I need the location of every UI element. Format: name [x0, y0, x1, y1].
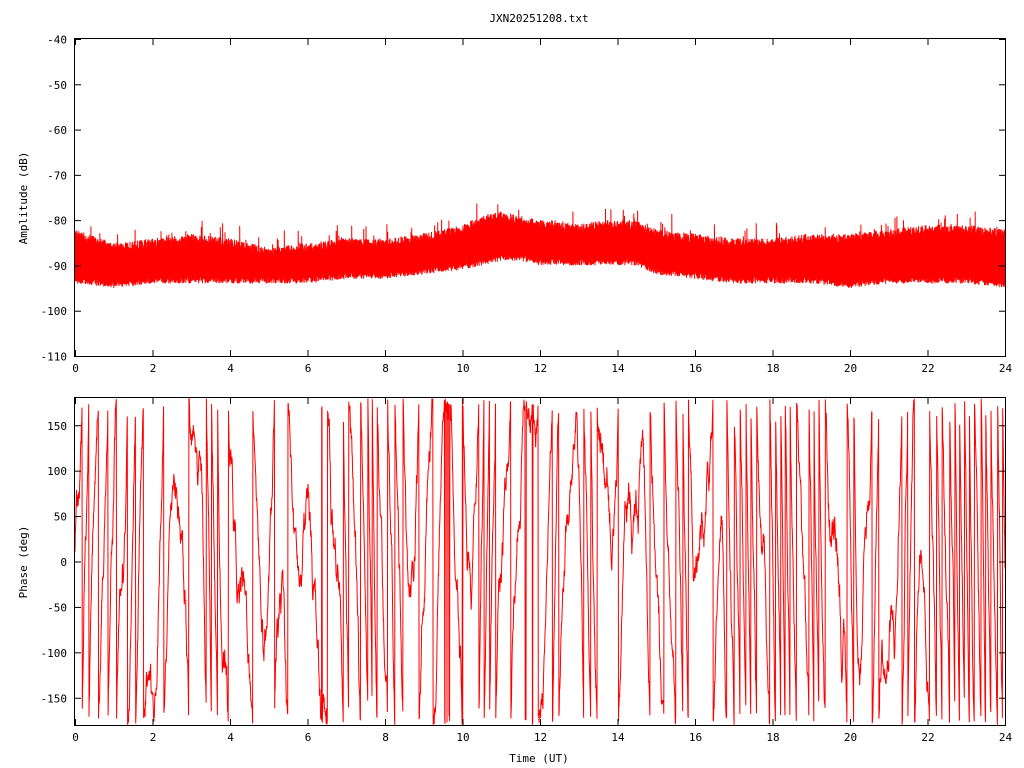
phase-x-tick-label: 24 [999, 731, 1013, 744]
phase-x-tick-label: 18 [766, 731, 779, 744]
amplitude-x-tick-label: 4 [227, 362, 234, 375]
phase-ticks: 0 2 4 6 8 10 12 14 16 18 20 22 24150100500-50-100-15… [41, 398, 1013, 744]
amplitude-y-tick-label: -40 [47, 34, 67, 47]
amplitude-x-tick-label: 12 [534, 362, 547, 375]
amplitude-x-tick-label: 6 [305, 362, 312, 375]
phase-y-tick-label: -50 [47, 601, 67, 614]
phase-x-tick-label: 10 [456, 731, 469, 744]
phase-x-tick-label: 16 [689, 731, 702, 744]
amplitude-x-tick-label: 20 [844, 362, 857, 375]
phase-x-tick-label: 8 [382, 731, 389, 744]
amplitude-x-tick-label: 18 [766, 362, 779, 375]
phase-x-tick-label: 4 [227, 731, 234, 744]
time-x-label: Time (UT) [509, 752, 569, 765]
amplitude-x-tick-label: 16 [689, 362, 702, 375]
phase-y-tick-label: 150 [47, 420, 67, 433]
phase-series-line [74, 397, 1006, 725]
amplitude-x-tick-label: 0 [72, 362, 79, 375]
amplitude-x-tick-label: 22 [921, 362, 934, 375]
phase-frame [74, 397, 1006, 726]
phase-y-tick-label: 50 [54, 511, 67, 524]
amplitude-x-tick-label: 14 [611, 362, 625, 375]
phase-x-tick-label: 20 [844, 731, 857, 744]
phase-x-tick-label: 0 [72, 731, 79, 744]
amplitude-y-label: Amplitude (dB) [17, 152, 30, 245]
phase-x-tick-label: 22 [921, 731, 934, 744]
amplitude-series-line [74, 203, 1006, 289]
amplitude-y-tick-label: -90 [47, 260, 67, 273]
amplitude-x-tick-label: 8 [382, 362, 389, 375]
phase-x-tick-label: 2 [150, 731, 157, 744]
chart-title: JXN20251208.txt [489, 12, 588, 25]
phase-y-tick-label: -150 [41, 692, 68, 705]
phase-plot-area [74, 397, 1006, 725]
amplitude-y-tick-label: -60 [47, 124, 67, 137]
amplitude-y-tick-label: -100 [41, 305, 68, 318]
phase-y-label: Phase (deg) [17, 526, 30, 599]
phase-y-tick-label: 100 [47, 465, 67, 478]
amplitude-x-tick-label: 2 [150, 362, 157, 375]
amplitude-x-tick-label: 24 [999, 362, 1013, 375]
phase-x-tick-label: 6 [305, 731, 312, 744]
amplitude-y-tick-label: -50 [47, 79, 67, 92]
phase-x-tick-label: 14 [611, 731, 625, 744]
phase-x-tick-label: 12 [534, 731, 547, 744]
amplitude-y-tick-label: -80 [47, 215, 67, 228]
amplitude-ticks: 0 2 4 6 8 10 12 14 16 18 20 22 24-40-50-60-70-80-90-… [41, 34, 1013, 376]
amplitude-frame [74, 38, 1006, 357]
amplitude-x-tick-label: 10 [456, 362, 469, 375]
amplitude-y-tick-label: -110 [41, 351, 68, 364]
amplitude-y-tick-label: -70 [47, 169, 67, 182]
phase-y-tick-label: -100 [41, 647, 68, 660]
amplitude-panel: 0 2 4 6 8 10 12 14 16 18 20 22 24-40-50-60-70-80-90-… [17, 34, 1012, 376]
amplitude-plot-area [74, 203, 1006, 289]
phase-panel: 0 2 4 6 8 10 12 14 16 18 20 22 24150100500-50-100-15… [17, 397, 1013, 765]
phase-y-tick-label: 0 [60, 556, 67, 569]
